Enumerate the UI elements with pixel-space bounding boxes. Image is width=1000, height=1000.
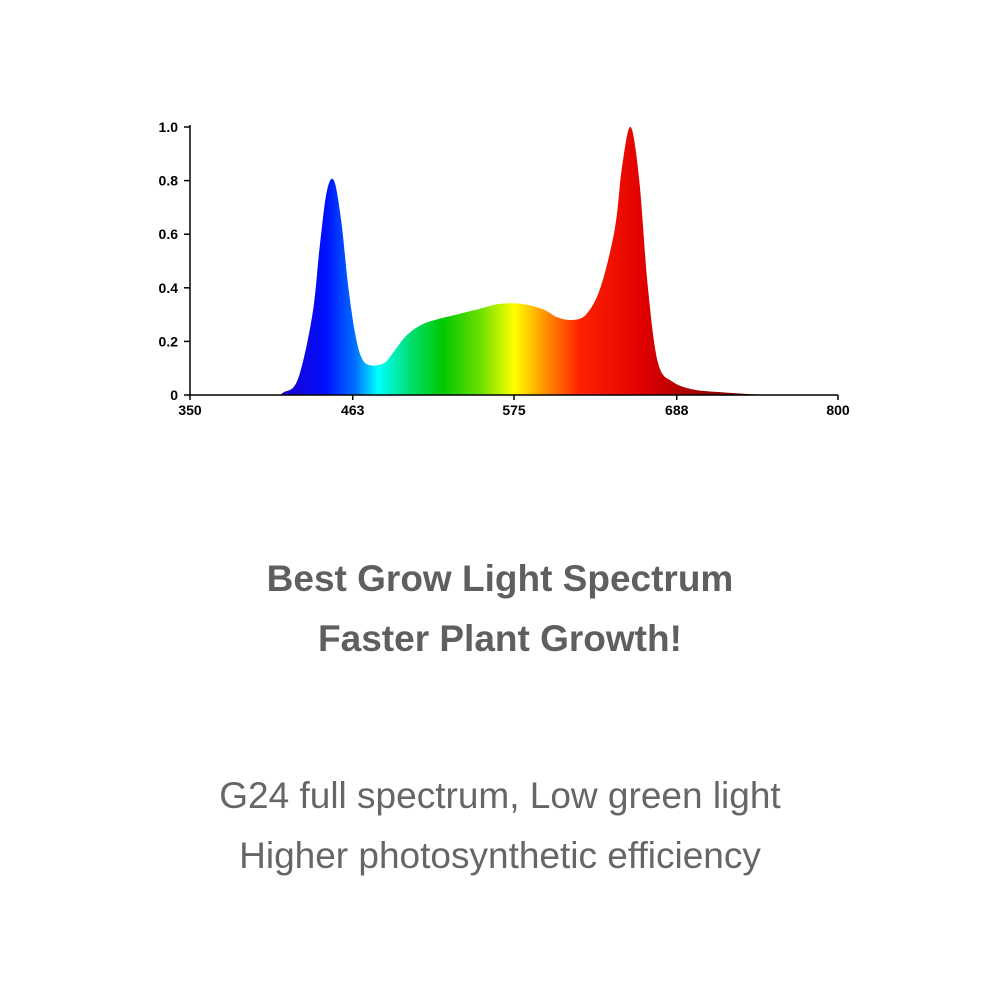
x-tick-label: 350 bbox=[178, 402, 202, 418]
y-tick-label: 1.0 bbox=[159, 119, 179, 135]
x-axis-ticks: 350 463 575 688 800 bbox=[178, 395, 850, 418]
y-tick-label: 0.6 bbox=[159, 226, 179, 242]
subline-line-1: G24 full spectrum, Low green light bbox=[219, 775, 781, 816]
y-tick-label: 0 bbox=[170, 387, 178, 403]
x-tick-label: 688 bbox=[665, 402, 689, 418]
y-tick-label: 0.2 bbox=[159, 333, 179, 349]
y-axis-ticks: 0 0.2 0.4 0.6 0.8 1.0 bbox=[159, 119, 190, 403]
headline-line-2: Faster Plant Growth! bbox=[318, 618, 682, 659]
y-tick-label: 0.8 bbox=[159, 173, 179, 189]
x-tick-label: 575 bbox=[502, 402, 526, 418]
spectrum-area bbox=[190, 126, 838, 396]
headline-line-1: Best Grow Light Spectrum bbox=[266, 558, 734, 599]
x-tick-label: 463 bbox=[341, 402, 365, 418]
spectrum-chart: 0 0.2 0.4 0.6 0.8 1.0 350 463 575 688 800 bbox=[159, 119, 850, 418]
subline-line-2: Higher photosynthetic efficiency bbox=[239, 835, 761, 876]
y-tick-label: 0.4 bbox=[159, 280, 179, 296]
x-tick-label: 800 bbox=[826, 402, 850, 418]
